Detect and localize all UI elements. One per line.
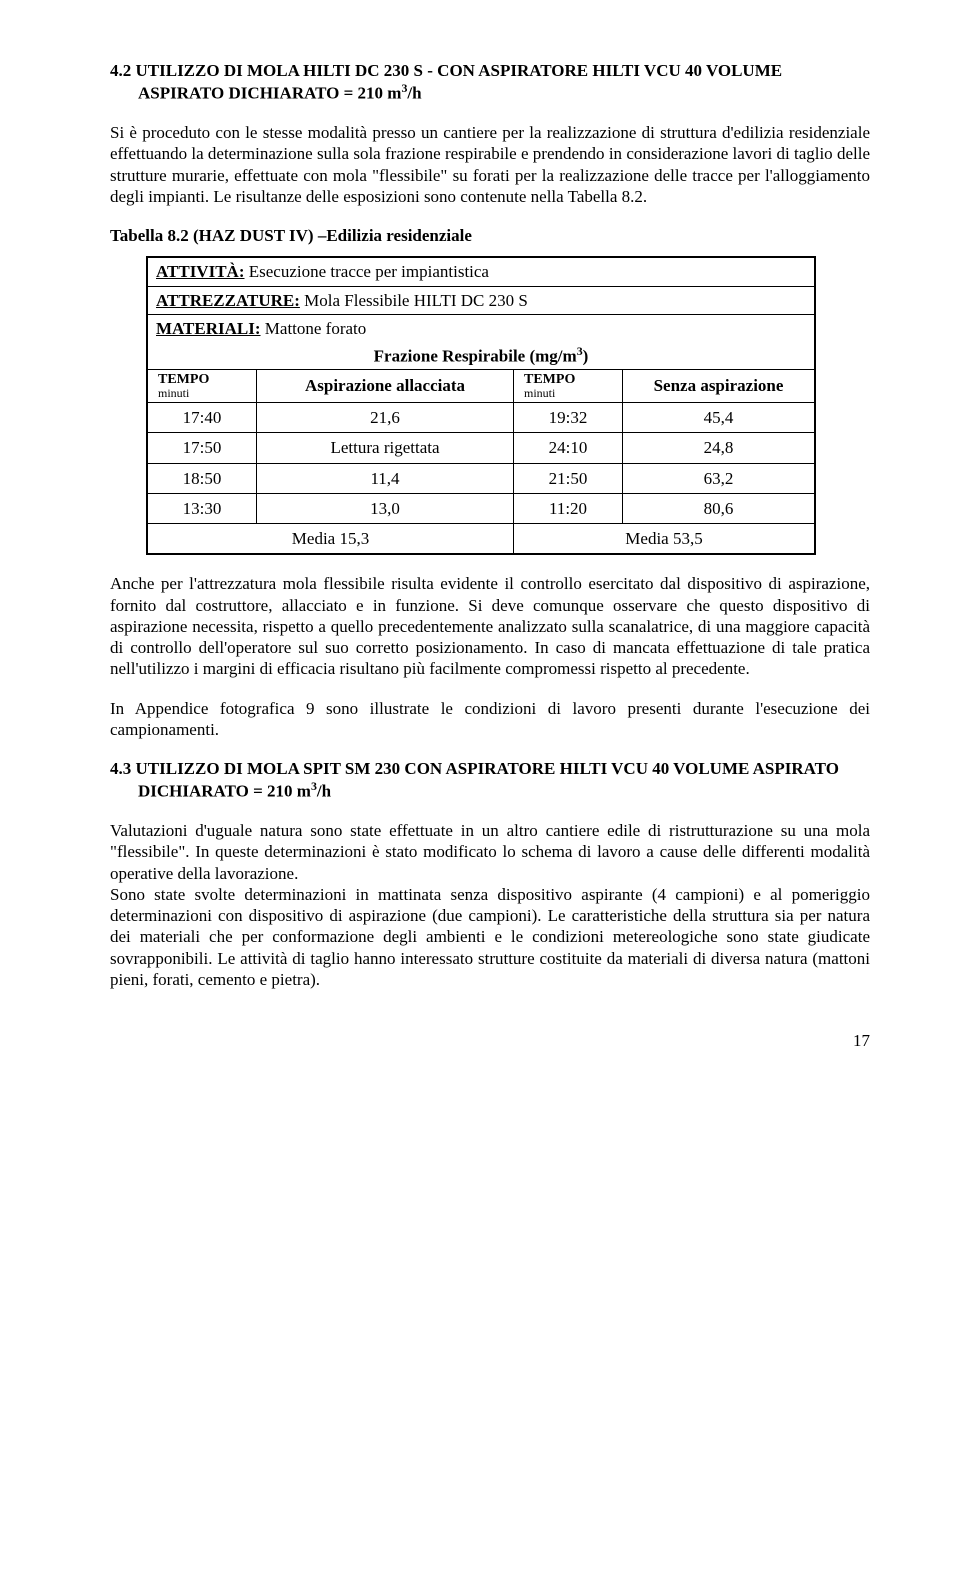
cell-t1: 18:50	[147, 463, 257, 493]
minuti-label-2: minuti	[524, 387, 614, 399]
para-after-table-2: In Appendice fotografica 9 sono illustra…	[110, 698, 870, 741]
section-4-3-para2: Sono state svolte determinazioni in matt…	[110, 884, 870, 990]
table-row-media: Media 15,3 Media 53,5	[147, 524, 815, 555]
frazione-header: Frazione Respirabile (mg/m3)	[147, 342, 815, 369]
section-4-3-title: 4.3 UTILIZZO DI MOLA SPIT SM 230 CON ASP…	[138, 758, 870, 802]
minuti-label-1: minuti	[158, 387, 248, 399]
section-4-2-title: 4.2 UTILIZZO DI MOLA HILTI DC 230 S - CO…	[138, 60, 870, 104]
cell-t2: 11:20	[514, 493, 623, 523]
cell-t1: 13:30	[147, 493, 257, 523]
cell-v2: 24,8	[623, 433, 816, 463]
attivita-value: Esecuzione tracce per impiantistica	[244, 262, 489, 281]
table-row-attrezzature: ATTREZZATURE: Mola Flessibile HILTI DC 2…	[147, 286, 815, 314]
table-row-materiali: MATERIALI: Mattone forato	[147, 314, 815, 342]
media-2: Media 53,5	[514, 524, 816, 555]
table-row: 17:40 21,6 19:32 45,4	[147, 403, 815, 433]
table-8-2-title: Tabella 8.2 (HAZ DUST IV) –Edilizia resi…	[110, 225, 870, 246]
table-row: 18:50 11,4 21:50 63,2	[147, 463, 815, 493]
cell-t1: 17:50	[147, 433, 257, 463]
cell-v1: 13,0	[257, 493, 514, 523]
para-after-table-1: Anche per l'attrezzatura mola flessibile…	[110, 573, 870, 679]
attrezzature-value: Mola Flessibile HILTI DC 230 S	[300, 291, 528, 310]
table-col-headers: TEMPO minuti Aspirazione allacciata TEMP…	[147, 370, 815, 403]
cell-t2: 21:50	[514, 463, 623, 493]
section-4-2-para1: Si è proceduto con le stesse modalità pr…	[110, 122, 870, 207]
table-row: 17:50 Lettura rigettata 24:10 24,8	[147, 433, 815, 463]
table-row-attivita: ATTIVITÀ: Esecuzione tracce per impianti…	[147, 257, 815, 286]
media-1: Media 15,3	[147, 524, 514, 555]
table-row: 13:30 13,0 11:20 80,6	[147, 493, 815, 523]
tempo-label-2: TEMPO	[524, 373, 614, 387]
cell-v1: 11,4	[257, 463, 514, 493]
cell-v2: 63,2	[623, 463, 816, 493]
cell-t2: 19:32	[514, 403, 623, 433]
cell-v2: 80,6	[623, 493, 816, 523]
attivita-label: ATTIVITÀ:	[156, 262, 244, 281]
materiali-label: MATERIALI:	[156, 319, 261, 338]
page-number: 17	[110, 1030, 870, 1051]
senza-aspirazione-header: Senza aspirazione	[623, 370, 816, 403]
attrezzature-label: ATTREZZATURE:	[156, 291, 300, 310]
table-8-2: ATTIVITÀ: Esecuzione tracce per impianti…	[146, 256, 816, 555]
cell-v1: 21,6	[257, 403, 514, 433]
cell-v1: Lettura rigettata	[257, 433, 514, 463]
table-row-frazione: Frazione Respirabile (mg/m3)	[147, 342, 815, 369]
section-4-3-para1: Valutazioni d'uguale natura sono state e…	[110, 820, 870, 884]
cell-t2: 24:10	[514, 433, 623, 463]
tempo-label-1: TEMPO	[158, 373, 248, 387]
cell-v2: 45,4	[623, 403, 816, 433]
aspirazione-allacciata-header: Aspirazione allacciata	[257, 370, 514, 403]
cell-t1: 17:40	[147, 403, 257, 433]
materiali-value: Mattone forato	[261, 319, 367, 338]
